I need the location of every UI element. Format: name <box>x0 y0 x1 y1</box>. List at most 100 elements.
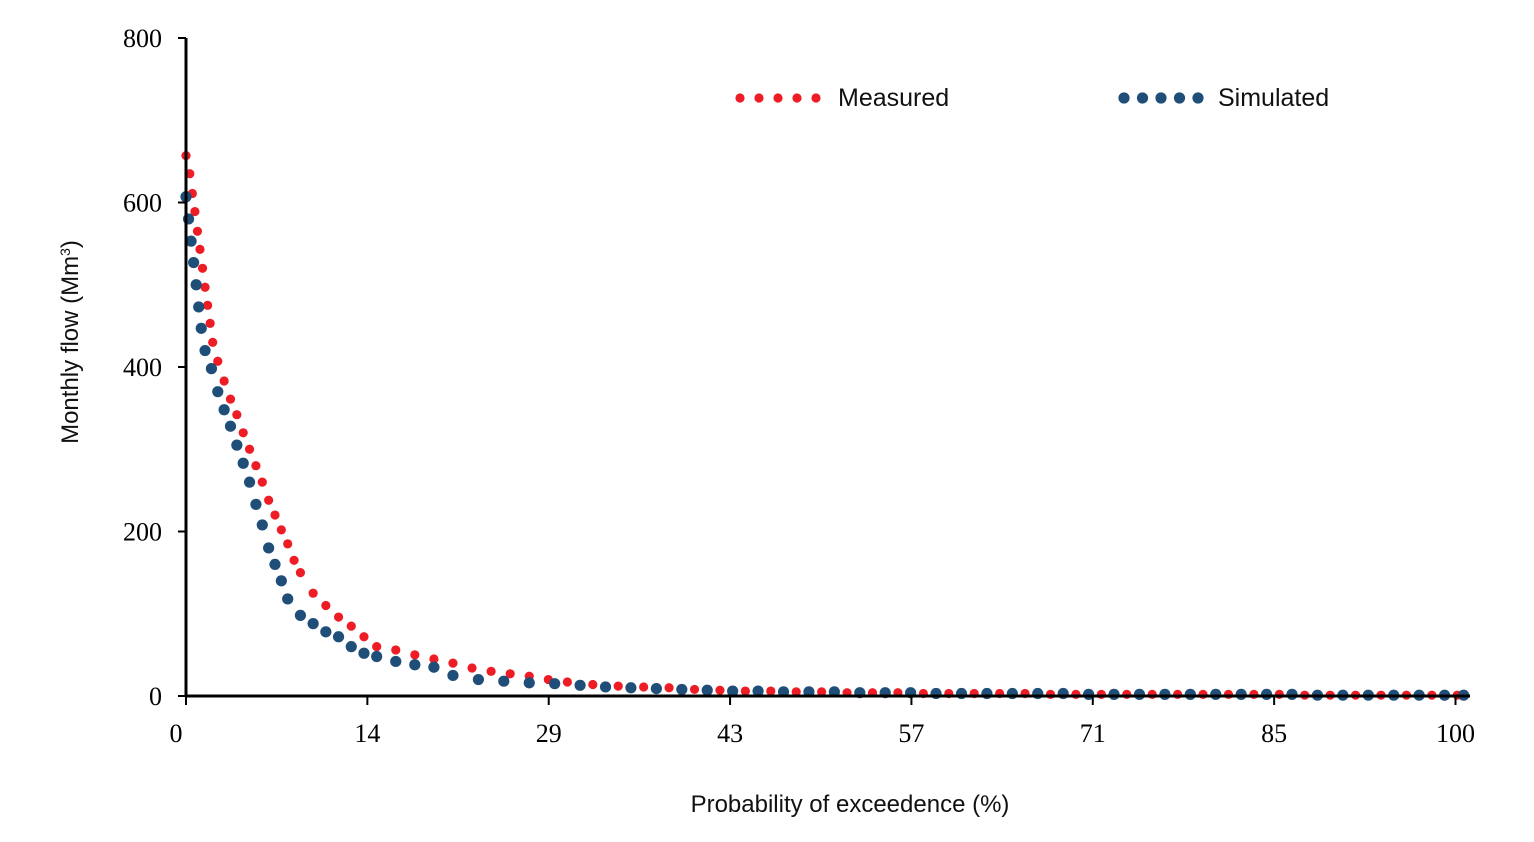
data-point-measured <box>232 410 242 420</box>
x-tick-label: 57 <box>898 719 924 748</box>
data-point-simulated <box>1133 688 1146 700</box>
data-point-simulated <box>193 301 205 313</box>
data-point-measured <box>197 263 208 273</box>
data-point-simulated <box>345 641 357 653</box>
x-tick-label: 71 <box>1080 719 1106 748</box>
data-point-measured <box>1122 689 1132 699</box>
data-point-simulated <box>250 498 262 510</box>
data-point-measured <box>1223 689 1234 699</box>
data-point-measured <box>195 244 205 254</box>
data-point-measured <box>359 632 369 642</box>
y-axis-title: Monthly flow (Mm3) <box>57 240 84 444</box>
legend-label-simulated: Simulated <box>1218 84 1329 112</box>
data-point-simulated <box>472 673 484 686</box>
data-point-measured <box>689 684 700 695</box>
data-point-measured <box>276 525 286 535</box>
data-point-simulated <box>1184 688 1196 700</box>
data-point-measured <box>346 621 356 631</box>
data-point-simulated <box>332 631 345 643</box>
y-tick-label: 400 <box>123 353 162 382</box>
data-point-simulated <box>676 683 688 696</box>
data-point-simulated <box>358 647 370 659</box>
data-point-simulated <box>237 457 249 469</box>
data-point-measured <box>192 226 203 236</box>
data-point-simulated <box>409 659 421 671</box>
data-point-measured <box>244 444 255 454</box>
series-layer <box>180 151 1470 701</box>
data-point-measured <box>264 495 274 505</box>
data-point-simulated <box>224 420 237 432</box>
data-point-simulated <box>307 618 319 630</box>
data-point-measured <box>505 669 515 679</box>
data-point-simulated <box>1108 688 1120 700</box>
data-point-measured <box>486 666 496 676</box>
data-point-simulated <box>294 609 307 621</box>
data-point-measured <box>203 300 213 310</box>
data-point-measured <box>639 682 649 692</box>
data-point-measured <box>251 461 261 471</box>
data-point-measured <box>429 654 439 664</box>
x-tick-label: 100 <box>1436 719 1475 748</box>
data-point-simulated <box>256 519 268 531</box>
data-point-measured <box>257 477 267 487</box>
legend-swatch-measured <box>735 93 821 103</box>
data-point-simulated <box>549 678 561 690</box>
data-point-simulated <box>428 661 440 673</box>
data-point-measured <box>205 318 215 329</box>
data-point-simulated <box>752 685 764 697</box>
data-point-measured <box>664 683 674 693</box>
legend-dot-measured <box>754 93 764 103</box>
x-tick-label: 85 <box>1261 719 1287 748</box>
data-point-simulated <box>218 404 230 416</box>
data-point-measured <box>190 206 200 217</box>
y-axis-title-end: ) <box>57 240 84 248</box>
data-point-simulated <box>275 575 287 587</box>
data-point-measured <box>270 510 280 520</box>
data-point-simulated <box>371 650 383 663</box>
legend: Measured Simulated <box>735 84 1329 112</box>
y-tick-label: 800 <box>123 24 162 53</box>
data-point-measured <box>238 428 248 438</box>
data-point-simulated <box>282 593 294 605</box>
data-point-measured <box>1045 689 1056 699</box>
series-measured <box>181 151 1462 700</box>
legend-swatch-simulated <box>1118 92 1204 104</box>
data-point-measured <box>391 645 401 655</box>
data-point-simulated <box>447 669 459 682</box>
x-tick-label: 0 <box>170 719 183 748</box>
data-point-simulated <box>205 363 218 375</box>
data-point-measured <box>410 650 420 660</box>
data-point-simulated <box>231 439 243 451</box>
data-point-measured <box>1198 689 1208 699</box>
data-point-measured <box>295 568 306 578</box>
legend-dot-measured <box>773 93 783 103</box>
legend-dot-simulated <box>1173 92 1186 104</box>
data-point-measured <box>1071 689 1081 699</box>
data-point-measured <box>219 376 229 386</box>
data-point-measured <box>791 687 801 697</box>
data-point-simulated <box>1260 688 1273 700</box>
data-point-simulated <box>269 558 281 571</box>
data-point-simulated <box>185 235 197 247</box>
x-tick-label: 29 <box>536 719 562 748</box>
data-point-measured <box>225 394 236 404</box>
legend-dot-simulated <box>1118 92 1130 104</box>
data-point-simulated <box>390 655 402 668</box>
y-tick-label: 0 <box>149 682 162 711</box>
legend-dot-simulated <box>1192 92 1204 104</box>
legend-dot-measured <box>792 93 802 103</box>
data-point-simulated <box>1210 688 1222 700</box>
data-point-simulated <box>243 476 256 488</box>
data-point-measured <box>208 337 218 347</box>
data-point-measured <box>185 169 195 179</box>
y-axis-title-superscript: 3 <box>57 248 73 256</box>
data-point-simulated <box>199 344 211 357</box>
data-point-simulated <box>701 684 713 696</box>
data-point-measured <box>283 539 293 549</box>
data-point-measured <box>562 677 572 687</box>
data-point-measured <box>715 685 725 695</box>
data-point-simulated <box>188 256 200 269</box>
data-point-measured <box>467 663 477 673</box>
x-axis-title: Probability of exceedence (%) <box>691 791 1010 818</box>
